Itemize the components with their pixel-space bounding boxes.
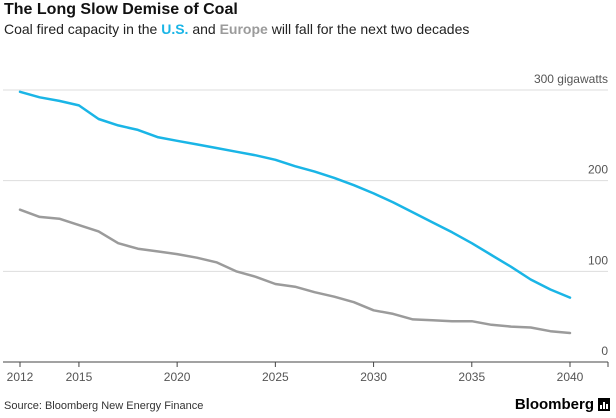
y-tick-label-100: 100 (588, 253, 608, 267)
source-note: Source: Bloomberg New Energy Finance (4, 400, 204, 412)
y-tick-label-0: 0 (601, 344, 608, 358)
subtitle-suffix: will fall for the next two decades (267, 21, 470, 37)
bloomberg-logo: Bloomberg (514, 396, 594, 413)
y-tick-label-300: 300 gigawatts (534, 72, 608, 86)
series-line-europe (18, 208, 572, 335)
legend-europe: Europe (219, 21, 268, 37)
legend-us: U.S. (161, 21, 189, 37)
x-tick-label-2020: 2020 (164, 370, 191, 384)
bloomberg-mark-icon (598, 398, 610, 411)
x-tick-label-2012: 2012 (7, 370, 34, 384)
chart-title: The Long Slow Demise of Coal (4, 1, 238, 18)
x-tick-label-2040: 2040 (557, 370, 584, 384)
x-tick-label-2035: 2035 (458, 370, 485, 384)
series-line-us (18, 90, 572, 299)
y-tick-label-200: 200 (588, 163, 608, 177)
subtitle-and: and (188, 21, 220, 37)
chart-subtitle: Coal fired capacity in the U.S. and Euro… (4, 21, 469, 37)
x-tick-label-2015: 2015 (66, 370, 93, 384)
x-tick-label-2025: 2025 (262, 370, 289, 384)
subtitle-prefix: Coal fired capacity in the (4, 21, 162, 37)
x-tick-label-2030: 2030 (360, 370, 387, 384)
